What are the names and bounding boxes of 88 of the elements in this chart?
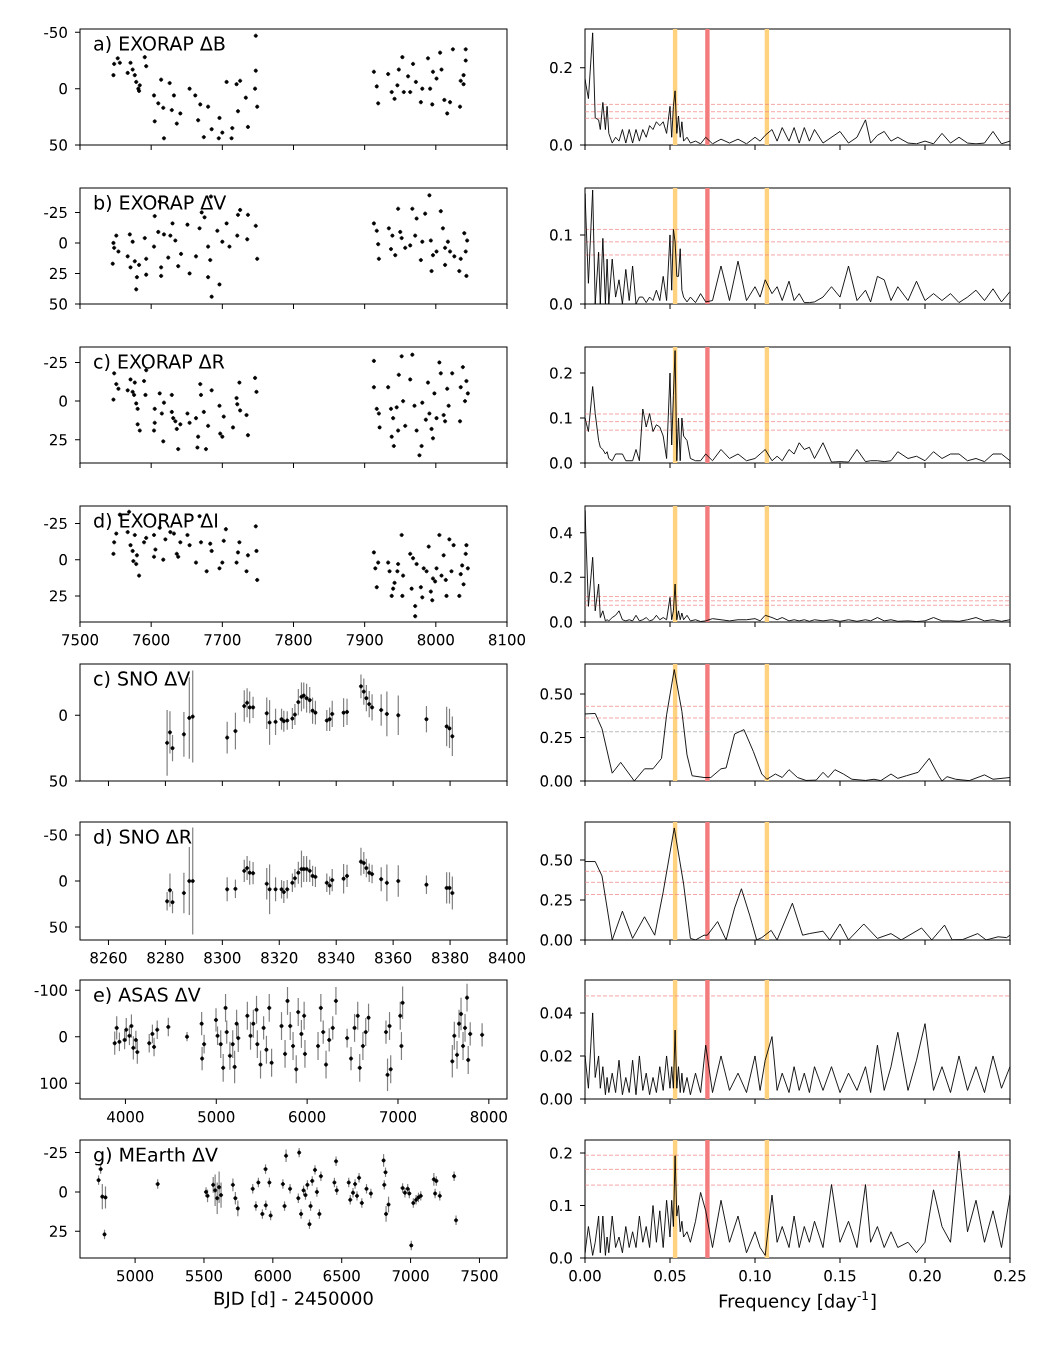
y-tick-label: 50: [50, 298, 67, 310]
chart-title: c) EXORAP ΔR: [94, 354, 225, 371]
y-tick-label: 0.1: [550, 412, 572, 424]
chart-title: g) MEarth ΔV: [94, 1147, 218, 1166]
x-tick-label: 0.00: [569, 1270, 601, 1282]
y-tick-label: 0.4: [550, 527, 573, 539]
y-tick-label: 0: [59, 395, 67, 407]
y-tick-label: 0: [59, 83, 67, 95]
y-tick-label: 0.1: [550, 229, 572, 241]
x-tick-label: 8100: [488, 634, 526, 646]
y-tick-label: 0.02: [540, 1050, 572, 1062]
y-tick-label: 25: [49, 590, 67, 602]
y-tick-label: 100: [40, 1077, 67, 1089]
y-tick-label: 0.2: [550, 367, 572, 379]
x-tick-label: 6000: [254, 1270, 291, 1282]
y-tick-label: 0: [59, 237, 67, 249]
y-tick-label: 50: [50, 775, 67, 787]
x-tick-label: 7800: [275, 634, 312, 646]
x-tick-label: 5500: [186, 1270, 223, 1282]
y-tick-label: 0.2: [550, 1147, 572, 1159]
chart-title: a) EXORAP ΔB: [94, 36, 225, 53]
x-tick-label: 7900: [346, 634, 383, 646]
x-tick-label: 8320: [261, 952, 298, 964]
x-tick-label: 7600: [133, 634, 170, 646]
y-tick-label: -25: [44, 517, 67, 530]
y-tick-label: 0.00: [540, 934, 572, 946]
y-tick-label: 0.2: [550, 571, 572, 584]
y-tick-label: 50: [50, 139, 67, 151]
chart-title: c) SNO ΔV: [94, 671, 191, 688]
y-tick-label: -25: [44, 356, 67, 369]
x-tick-label: 8260: [90, 952, 127, 964]
x-axis-title: BJD [d] - 2450000: [214, 1291, 373, 1309]
y-tick-label: 0.0: [550, 1252, 572, 1264]
y-tick-label: 25: [49, 267, 67, 280]
chart-title: e) ASAS ΔV: [94, 987, 201, 1005]
y-tick-label: 0.0: [550, 457, 572, 469]
y-tick-label: 0.2: [550, 61, 572, 74]
x-tick-label: 0.15: [824, 1270, 856, 1282]
x-tick-label: 8000: [470, 1111, 507, 1123]
y-tick-label: 0.04: [540, 1007, 573, 1019]
y-tick-label: 25: [49, 434, 67, 446]
x-tick-label: 5000: [198, 1111, 235, 1123]
y-tick-label: 25: [49, 1225, 67, 1237]
x-tick-label: 7500: [461, 1270, 498, 1282]
x-tick-label: 7700: [204, 634, 241, 646]
x-tick-label: 8360: [375, 952, 412, 964]
y-tick-label: 0.0: [550, 298, 572, 310]
x-tick-label: 8280: [147, 952, 184, 964]
x-tick-label: 8380: [431, 952, 469, 964]
y-tick-label: 0.00: [540, 1093, 572, 1105]
y-tick-label: 0: [59, 709, 67, 721]
y-tick-label: 0.25: [540, 894, 572, 906]
y-tick-label: 50: [50, 921, 67, 933]
y-tick-label: 0.0: [550, 139, 572, 151]
y-tick-label: 0.0: [550, 616, 572, 628]
y-tick-label: 0.50: [540, 854, 572, 866]
x-tick-label: 8000: [417, 634, 454, 646]
y-tick-label: 0.50: [540, 688, 572, 700]
x-tick-label: 0.10: [739, 1270, 771, 1282]
y-tick-label: 0: [59, 1031, 67, 1043]
y-tick-label: 0: [59, 875, 67, 887]
x-tick-label: 8340: [318, 952, 355, 964]
x-tick-label: 4000: [107, 1111, 144, 1123]
x-tick-label: 8300: [204, 952, 241, 964]
chart-title: b) EXORAP ΔV: [94, 195, 227, 212]
y-tick-label: 0: [59, 553, 67, 566]
y-tick-label: 0.25: [540, 731, 572, 744]
y-tick-label: 0.1: [550, 1199, 572, 1212]
x-tick-label: 7000: [380, 1111, 417, 1123]
y-tick-label: -25: [44, 1146, 67, 1159]
x-tick-label: 5000: [117, 1270, 154, 1282]
y-tick-label: -50: [44, 829, 67, 841]
chart-title: d) EXORAP ΔI: [94, 513, 217, 530]
chart-title: d) SNO ΔR: [94, 829, 192, 847]
x-tick-label: 6500: [323, 1270, 360, 1282]
x-tick-label: 7000: [392, 1270, 429, 1282]
x-axis-title: Frequency [day$^{-1}$]: [719, 1291, 876, 1312]
x-tick-label: 0.05: [654, 1270, 686, 1282]
y-tick-label: 0.00: [540, 775, 572, 787]
x-tick-label: 7500: [62, 634, 99, 646]
x-tick-label: 0.25: [994, 1270, 1026, 1282]
y-tick-label: 0: [59, 1186, 67, 1198]
x-tick-label: 8400: [488, 952, 526, 964]
x-tick-label: 6000: [289, 1111, 326, 1123]
y-tick-label: -100: [34, 984, 67, 996]
y-tick-label: -25: [44, 206, 67, 219]
x-tick-label: 0.20: [909, 1270, 941, 1282]
y-tick-label: -50: [44, 26, 67, 39]
